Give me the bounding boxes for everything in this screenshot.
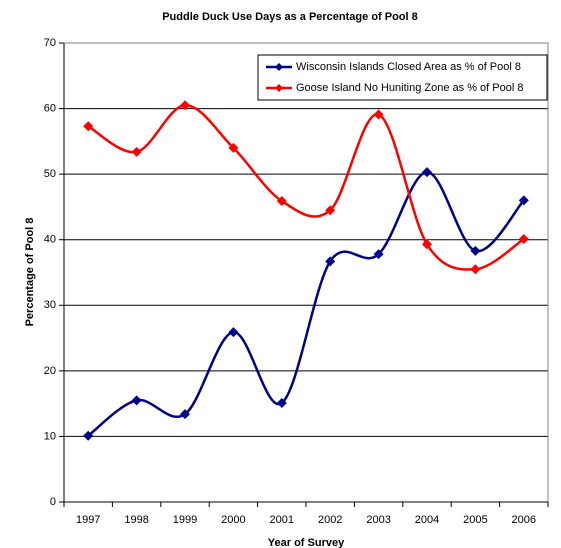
y-tick-label: 70 xyxy=(44,37,56,49)
y-tick-label: 0 xyxy=(50,496,56,508)
x-axis-label: Year of Survey xyxy=(268,537,345,548)
marker xyxy=(180,100,190,111)
y-tick-label: 40 xyxy=(44,234,56,246)
marker xyxy=(470,245,481,256)
x-tick-label: 2003 xyxy=(366,514,390,526)
marker xyxy=(373,109,384,120)
marker xyxy=(518,234,529,245)
marker xyxy=(276,196,287,207)
x-tick-label: 2001 xyxy=(270,514,294,526)
marker xyxy=(83,430,94,441)
x-tick-label: 1998 xyxy=(124,514,148,526)
x-tick-label: 2004 xyxy=(415,514,439,526)
marker xyxy=(131,395,142,406)
marker xyxy=(180,409,190,420)
y-tick-label: 60 xyxy=(44,102,56,114)
marker xyxy=(228,327,239,338)
y-tick-label: 30 xyxy=(44,299,56,311)
marker xyxy=(228,142,239,153)
legend-marker xyxy=(275,84,283,92)
marker xyxy=(131,146,142,157)
marker xyxy=(470,264,481,275)
legend-box xyxy=(257,54,548,101)
x-tick-label: 2000 xyxy=(221,514,245,526)
legend-label: Goose Island No Huniting Zone as % of Po… xyxy=(296,82,523,94)
chart-title: Puddle Duck Use Days as a Percentage of … xyxy=(162,11,418,23)
marker xyxy=(518,195,529,206)
marker xyxy=(325,205,336,216)
y-tick-label: 10 xyxy=(44,430,56,442)
marker xyxy=(325,256,336,267)
x-tick-label: 2002 xyxy=(318,514,342,526)
series-line xyxy=(87,104,525,271)
legend-marker xyxy=(275,63,283,71)
legend-label: Wisconsin Islands Closed Area as % of Po… xyxy=(296,61,521,73)
marker xyxy=(276,397,287,408)
y-tick-label: 50 xyxy=(44,168,56,180)
marker xyxy=(422,239,432,250)
series-line xyxy=(87,170,525,437)
y-axis-label: Percentage of Pool 8 xyxy=(24,218,36,327)
x-tick-label: 1997 xyxy=(76,514,100,526)
x-tick-label: 2005 xyxy=(463,514,487,526)
x-tick-label: 1999 xyxy=(173,514,197,526)
marker xyxy=(373,249,384,260)
y-tick-label: 20 xyxy=(44,365,56,377)
marker xyxy=(83,121,94,132)
marker xyxy=(422,167,432,178)
x-tick-label: 2006 xyxy=(512,514,536,526)
